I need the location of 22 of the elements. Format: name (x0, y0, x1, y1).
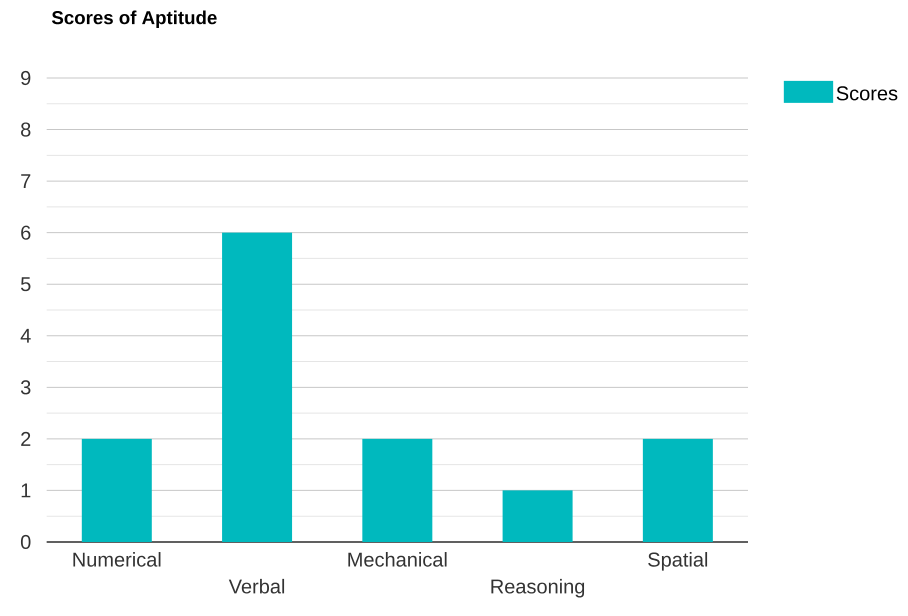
y-tick-label: 8 (21, 122, 30, 137)
bar (502, 490, 573, 542)
y-tick-label: 4 (20, 328, 31, 343)
legend-label: Scores (836, 86, 898, 100)
y-tick-label: 0 (20, 534, 30, 550)
y-tick-label: 9 (21, 70, 30, 86)
x-tick-label: Verbal (228, 578, 284, 594)
y-tick-label: 6 (21, 226, 30, 240)
bar (82, 438, 152, 542)
bar (362, 438, 432, 542)
y-tick-label: 5 (20, 277, 30, 292)
x-tick-label: Reasoning (491, 578, 584, 598)
y-tick-label: 7 (21, 174, 30, 188)
x-tick-label: Spatial (648, 552, 708, 571)
y-tick-label: 1 (22, 484, 30, 498)
chart-title: Scores of Aptitude (52, 10, 217, 28)
bar (222, 232, 292, 542)
x-tick-label: Numerical (73, 552, 160, 567)
bar (642, 438, 713, 542)
y-tick-label: 2 (21, 432, 30, 446)
x-tick-label: Mechanical (348, 552, 447, 567)
y-tick-label: 3 (20, 380, 30, 394)
